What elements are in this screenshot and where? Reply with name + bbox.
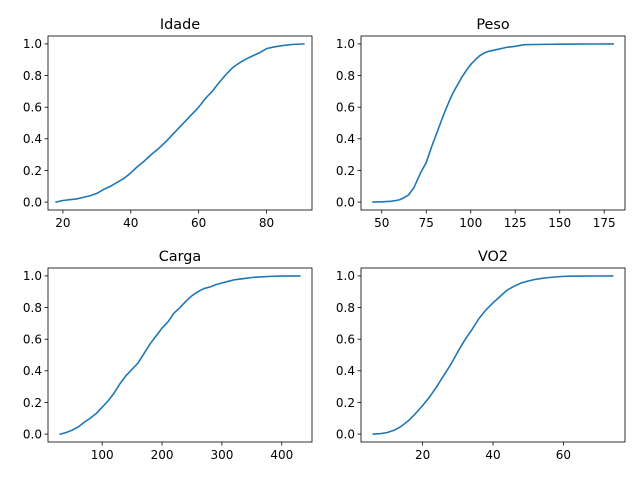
y-tick-label: 0.6 (336, 100, 355, 114)
x-tick-label: 75 (419, 216, 434, 230)
x-tick-label: 400 (270, 448, 293, 462)
y-tick-label: 0.8 (336, 301, 355, 315)
y-tick-label: 0.2 (23, 164, 42, 178)
y-tick-label: 0.2 (23, 396, 42, 410)
y-tick-label: 0.4 (336, 364, 355, 378)
subplot-carga: Carga 100 200 300 400 0.0 0.2 0.4 0.6 0.8 1.0 (23, 249, 313, 462)
subplot-title: Carga (159, 249, 201, 265)
axes-frame (47, 35, 313, 211)
subplot-title: Idade (160, 17, 200, 33)
subplot-title: VO2 (478, 249, 508, 265)
y-tick-label: 0.8 (23, 301, 42, 315)
subplot-idade: Idade 20 40 60 80 0.0 0.2 0.4 0.6 0.8 1.0 (23, 17, 313, 230)
y-tick-label: 1.0 (336, 269, 355, 283)
x-tick-label: 150 (548, 216, 571, 230)
y-tick-label: 0.2 (336, 396, 355, 410)
y-tick-label: 0.0 (23, 427, 42, 441)
y-tick-label: 0.0 (336, 427, 355, 441)
y-tick-label: 0.6 (336, 332, 355, 346)
ecdf-line (372, 43, 614, 203)
subplot-vo2: VO2 20 40 60 0.0 0.2 0.4 0.6 0.8 1.0 (336, 249, 626, 462)
y-tick-label: 0.6 (23, 332, 42, 346)
x-tick-label: 175 (593, 216, 616, 230)
y-tick-label: 0.8 (336, 69, 355, 83)
y-tick-label: 1.0 (23, 37, 42, 51)
x-tick-label: 40 (485, 448, 500, 462)
y-tick-label: 1.0 (23, 269, 42, 283)
y-tick-label: 0.4 (23, 132, 42, 146)
subplot-title: Peso (476, 17, 510, 33)
x-tick-label: 100 (91, 448, 114, 462)
ecdf-line (59, 275, 301, 436)
axes-frame (47, 267, 313, 443)
x-tick-label: 60 (191, 216, 206, 230)
x-tick-label: 60 (556, 448, 571, 462)
x-tick-label: 50 (374, 216, 389, 230)
x-tick-label: 20 (55, 216, 70, 230)
y-tick-label: 1.0 (336, 37, 355, 51)
y-tick-label: 0.4 (23, 364, 42, 378)
subplot-peso: Peso 50 75 100 125 150 175 0.0 0.2 0.4 0.6 0.8 1.0 (336, 17, 626, 230)
x-tick-label: 40 (123, 216, 138, 230)
x-tick-label: 125 (504, 216, 527, 230)
x-tick-label: 80 (259, 216, 274, 230)
y-tick-label: 0.6 (23, 100, 42, 114)
x-tick-label: 20 (415, 448, 430, 462)
y-tick-label: 0.0 (23, 195, 42, 209)
x-tick-label: 200 (151, 448, 174, 462)
axes-frame (360, 267, 626, 443)
y-tick-label: 0.2 (336, 164, 355, 178)
y-tick-label: 0.8 (23, 69, 42, 83)
ecdf-line (372, 275, 614, 435)
y-tick-label: 0.4 (336, 132, 355, 146)
x-tick-label: 100 (459, 216, 482, 230)
axes-frame (360, 35, 626, 211)
ecdf-line (55, 43, 305, 204)
y-tick-label: 0.0 (336, 195, 355, 209)
x-tick-label: 300 (210, 448, 233, 462)
